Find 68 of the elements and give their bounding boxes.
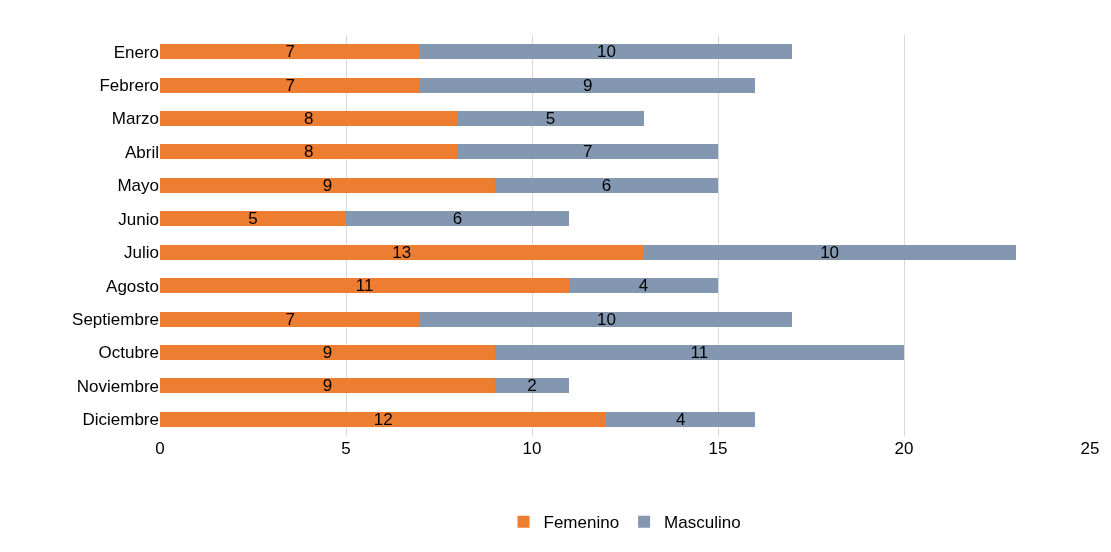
data-label: 4	[676, 409, 686, 429]
data-label: 13	[392, 242, 412, 262]
data-label: 4	[638, 276, 649, 296]
bar	[160, 211, 346, 227]
legend-label: Femenino	[543, 513, 620, 533]
data-label: 10	[596, 42, 616, 62]
bar	[160, 111, 458, 127]
bar	[457, 144, 718, 160]
bar	[457, 111, 644, 127]
bar	[160, 378, 495, 394]
bar	[160, 278, 570, 294]
data-label: 9	[322, 342, 333, 362]
bar	[494, 344, 904, 360]
y-tick-label: Septiembre	[72, 309, 159, 329]
bar	[160, 244, 644, 260]
data-label: 11	[355, 276, 374, 296]
bar	[160, 144, 458, 160]
data-label: 8	[304, 142, 314, 162]
bar	[420, 311, 793, 327]
bar	[643, 244, 1016, 260]
data-label: 2	[527, 376, 537, 396]
x-tick-label: 20	[894, 439, 914, 458]
data-label: 5	[248, 209, 258, 229]
x-tick-label: 0	[155, 439, 165, 458]
y-tick-label: Febrero	[99, 76, 159, 96]
bar	[494, 378, 570, 394]
bar	[160, 44, 421, 60]
data-label: 9	[583, 75, 593, 95]
data-label: 8	[304, 109, 314, 129]
data-label: 6	[601, 175, 612, 195]
data-label: 9	[322, 376, 333, 396]
bar	[606, 411, 756, 427]
y-tick-label: Enero	[113, 42, 159, 62]
y-tick-label: Noviembre	[76, 376, 159, 396]
data-label: 9	[322, 175, 333, 195]
data-label: 12	[373, 409, 393, 429]
y-tick-label: Marzo	[111, 109, 159, 129]
x-tick-label: 15	[708, 439, 728, 458]
bar	[494, 177, 718, 193]
bar	[420, 44, 793, 60]
y-tick-label: Agosto	[106, 276, 159, 296]
data-label: 6	[452, 209, 463, 229]
data-label: 7	[583, 142, 593, 162]
y-tick-label: Abril	[124, 142, 159, 162]
x-tick-label: 25	[1080, 439, 1100, 458]
y-tick-label: Junio	[118, 209, 159, 229]
bar	[160, 411, 607, 427]
data-label: 10	[596, 309, 616, 329]
bar	[160, 77, 421, 93]
bar	[160, 177, 495, 193]
data-label: 11	[690, 342, 709, 362]
x-tick-label: 5	[341, 439, 351, 458]
bar	[160, 311, 421, 327]
y-tick-label: Octubre	[98, 343, 159, 363]
bar	[160, 344, 495, 360]
y-tick-label: Diciembre	[82, 410, 159, 430]
y-tick-label: Mayo	[117, 176, 159, 196]
bar	[420, 77, 756, 93]
data-label: 5	[545, 109, 556, 129]
legend-label: Masculino	[664, 513, 741, 533]
bar	[346, 211, 570, 227]
data-label: 7	[285, 309, 295, 329]
data-label: 10	[820, 242, 840, 262]
x-tick-label: 10	[522, 439, 542, 458]
data-label: 7	[285, 75, 295, 95]
y-tick-label: Julio	[124, 243, 159, 263]
data-label: 7	[285, 42, 295, 62]
bar	[569, 278, 718, 294]
